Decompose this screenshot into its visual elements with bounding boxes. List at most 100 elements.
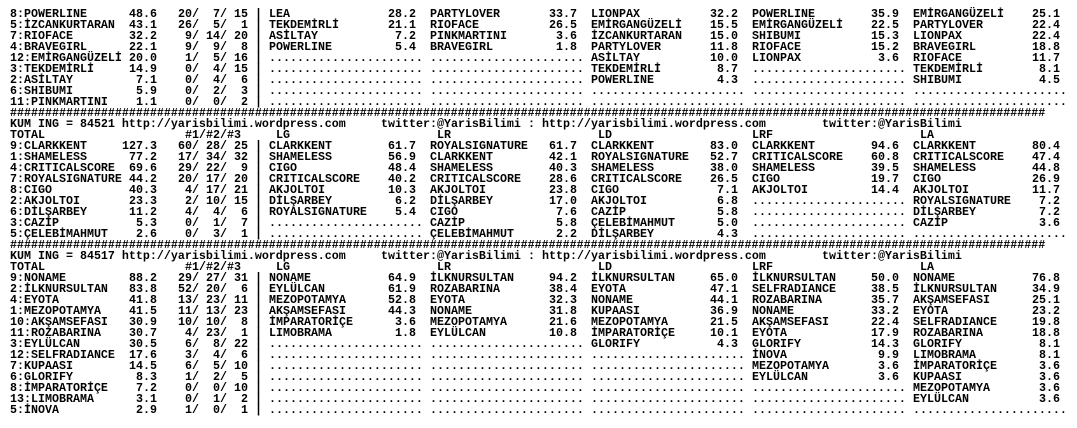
la-name: DİLŞARBEY — [913, 205, 976, 219]
total-score: 32.2 — [129, 29, 157, 43]
second-places: 0 — [213, 403, 220, 417]
divider: | — [255, 348, 262, 362]
ld-empty: ...................... — [591, 84, 745, 98]
slash: / — [220, 183, 227, 197]
second-places: 8 — [213, 337, 220, 351]
twitter-handle: twitter:@YarisBilimi — [822, 117, 962, 131]
ld-name: SHAMELESS — [591, 161, 654, 175]
divider: | — [255, 40, 262, 54]
la-name: GLORIFY — [913, 337, 962, 351]
slash: / — [220, 40, 227, 54]
places-label: #1/#2/#3 — [185, 260, 241, 274]
divider: | — [255, 293, 262, 307]
third-places: 2 — [241, 95, 248, 109]
lr-name: ÇELEBİMAHMUT — [430, 227, 514, 241]
la-name: İLKNURSULTAN — [913, 282, 997, 296]
la-score: 76.8 — [1032, 271, 1060, 285]
ld-name: EYOTA — [591, 282, 626, 296]
first-places: 17 — [178, 150, 192, 164]
table-row: 9:CLARKKENT 127.3 60/28/25 | CLARKKENT 61.7 RO… — [0, 139, 1077, 153]
total-score: 2.9 — [136, 403, 157, 417]
lr-name: CRITICALSCORE — [430, 172, 521, 186]
slash: / — [192, 271, 199, 285]
slash: / — [192, 370, 199, 384]
la-name: AKJOLTOI — [913, 183, 969, 197]
la-name: TEKDEMİRLİ — [913, 62, 983, 76]
ld-score: 26.5 — [710, 172, 738, 186]
third-places: 20 — [234, 29, 248, 43]
lg-empty: ...................... — [269, 403, 423, 417]
la-name: BRAVEGIRL — [913, 40, 976, 54]
lg-name: SHAMELESS — [269, 150, 332, 164]
first-places: 9 — [185, 29, 192, 43]
ld-name: ROYALSIGNATURE — [591, 150, 689, 164]
ld-empty: ...................... — [591, 403, 745, 417]
first-places: 0 — [185, 381, 192, 395]
slash: / — [220, 282, 227, 296]
slash: / — [220, 403, 227, 417]
lr-name: İLKNURSULTAN — [430, 271, 514, 285]
team-name: 12:EMİRGANGÜZELİ — [10, 51, 122, 65]
la-score: 3.6 — [1039, 216, 1060, 230]
ld-name: PARTYLOVER — [591, 40, 661, 54]
la-name: CRITICALSCORE — [913, 150, 1004, 164]
la-name: SHAMELESS — [913, 161, 976, 175]
team-name: 3:EYLÜLCAN — [10, 337, 80, 351]
la-empty: ...................... — [913, 227, 1067, 241]
lrf-score: 15.2 — [871, 40, 899, 54]
second-places: 5 — [213, 359, 220, 373]
la-name: SELFRADIANCE — [913, 315, 997, 329]
slash: / — [220, 161, 227, 175]
lr-score: 3.6 — [556, 29, 577, 43]
lg-empty: ...................... — [269, 348, 423, 362]
team-name: 3:CAZİP — [10, 216, 59, 230]
slash: / — [220, 216, 227, 230]
ld-empty: ...................... — [591, 381, 745, 395]
second-places: 28 — [206, 139, 220, 153]
la-score: 80.4 — [1032, 139, 1060, 153]
separator: : — [528, 117, 535, 131]
table-row: 8:POWERLINE 48.6 20/7/15 | LEA 28.2 PARTYLOVER… — [0, 7, 1077, 21]
column-label-lrf: LRF — [752, 260, 773, 274]
lrf-score: 14.3 — [871, 337, 899, 351]
ld-score: 5.8 — [717, 205, 738, 219]
rule-line: ########################################… — [0, 239, 1077, 251]
lrf-name: LIONPAX — [752, 51, 801, 65]
lr-empty: ...................... — [430, 348, 584, 362]
third-places: 21 — [234, 183, 248, 197]
first-places: 0 — [185, 95, 192, 109]
team-name: 3:TEKDEMİRLİ — [10, 62, 94, 76]
divider: | — [255, 7, 262, 21]
lr-score: 94.2 — [549, 271, 577, 285]
ld-name: NONAME — [591, 293, 633, 307]
column-label-ld: LD — [598, 260, 612, 274]
lr-empty: ...................... — [430, 84, 584, 98]
total-score: 7.2 — [136, 381, 157, 395]
second-places: 34 — [206, 150, 220, 164]
lg-empty: ...................... — [269, 370, 423, 384]
ld-name: POWERLINE — [591, 73, 654, 87]
lg-empty: ...................... — [269, 73, 423, 87]
second-places: 4 — [213, 348, 220, 362]
first-places: 6 — [185, 359, 192, 373]
table-row: 11:PINKMARTINI 1.1 0/0/2 |.................… — [0, 95, 1077, 109]
lr-score: 7.6 — [556, 205, 577, 219]
lg-empty: ...................... — [269, 227, 423, 241]
slash: / — [192, 172, 199, 186]
lg-empty: ...................... — [269, 359, 423, 373]
lg-score: 1.8 — [395, 326, 416, 340]
la-name: LIONPAX — [913, 29, 962, 43]
la-name: EYOTA — [913, 304, 948, 318]
slash: / — [220, 62, 227, 76]
third-places: 15 — [234, 7, 248, 21]
la-empty: ...................... — [913, 403, 1067, 417]
lg-score: 40.2 — [388, 172, 416, 186]
column-label-lr: LR — [437, 260, 451, 274]
divider: | — [255, 62, 262, 76]
lr-empty: ...................... — [430, 337, 584, 351]
team-name: 8:POWERLINE — [10, 7, 87, 21]
table-row: 5:İNOVA 2.9 1/0/1 |........................… — [0, 403, 1077, 417]
second-places: 10 — [206, 194, 220, 208]
second-places: 5 — [213, 51, 220, 65]
lg-name: AKŞAMSEFASI — [269, 304, 346, 318]
